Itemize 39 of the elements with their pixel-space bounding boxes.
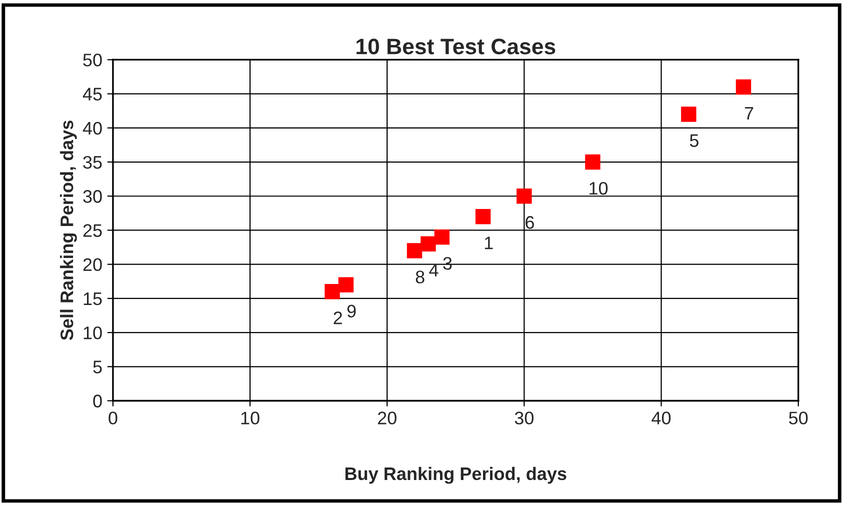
annotation: 9 xyxy=(347,304,356,318)
chart-title: 10 Best Test Cases xyxy=(356,38,556,54)
y-tick-label: 30 xyxy=(83,190,102,203)
annotation: 8 xyxy=(416,270,424,284)
x-tick-label: 30 xyxy=(514,412,534,424)
point xyxy=(516,188,532,204)
x-tick-label: 0 xyxy=(108,412,118,424)
point xyxy=(420,236,436,252)
y-tick-label: 20 xyxy=(83,258,102,272)
y-tick-label: 40 xyxy=(82,122,102,135)
annotation: 7 xyxy=(744,107,754,120)
point xyxy=(681,106,696,122)
y-tick-label: 25 xyxy=(83,224,102,237)
y-tick-label: 15 xyxy=(84,292,102,306)
x-tick-label: 50 xyxy=(789,412,808,424)
annotation: 10 xyxy=(590,182,608,195)
y-tick-label: 5 xyxy=(93,360,102,374)
y-tick-label: 45 xyxy=(82,88,102,101)
y-tick-label: 50 xyxy=(83,54,102,66)
y-axis-title: Sell Ranking Period, days xyxy=(60,120,77,340)
x-tick-label: 40 xyxy=(652,412,671,424)
x-axis-title: Buy Ranking Period, days xyxy=(345,466,566,484)
annotation: 6 xyxy=(526,216,534,229)
annotation: 4 xyxy=(429,264,438,276)
annotation: 1 xyxy=(484,236,493,250)
x-tick-label: 20 xyxy=(378,412,396,424)
point xyxy=(338,277,354,292)
annotation: 5 xyxy=(690,134,698,147)
x-tick-label: 10 xyxy=(241,412,260,424)
point xyxy=(406,243,422,258)
y-tick-label: 10 xyxy=(84,326,102,340)
y-tick-label: 0 xyxy=(93,394,102,408)
point xyxy=(585,154,600,170)
point xyxy=(475,208,491,224)
y-tick-label: 35 xyxy=(83,156,102,169)
point xyxy=(736,79,752,95)
point xyxy=(434,229,450,245)
point xyxy=(324,284,340,300)
annotation: 2 xyxy=(334,312,342,324)
